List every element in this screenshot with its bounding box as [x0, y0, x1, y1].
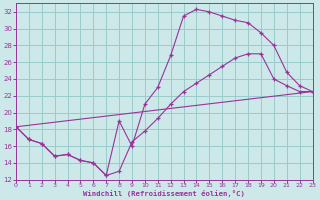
- X-axis label: Windchill (Refroidissement éolien,°C): Windchill (Refroidissement éolien,°C): [83, 190, 245, 197]
